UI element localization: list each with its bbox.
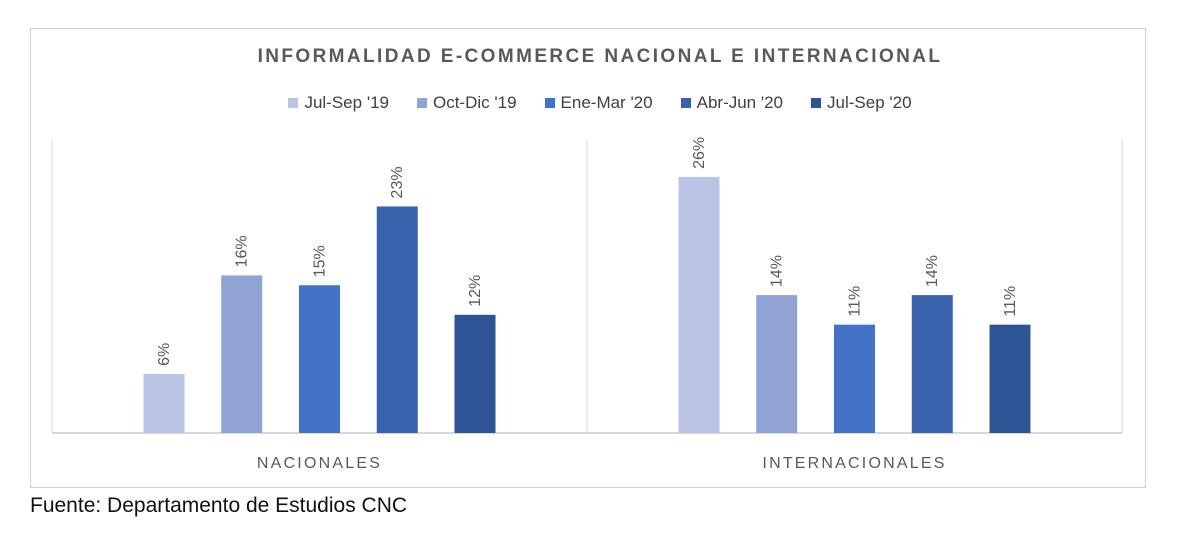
legend-swatch [811,98,822,108]
legend-label: Jul-Sep '19 [304,93,389,112]
data-label: 12% [467,275,484,307]
category-label: INTERNACIONALES [762,455,946,472]
data-label: 26% [691,137,708,169]
category-label: NACIONALES [257,455,382,472]
legend-item: Jul-Sep '19 [288,93,389,113]
legend-label: Oct-Dic '19 [432,93,517,112]
bar [911,295,953,433]
bar [454,314,496,433]
legend-label: Abr-Jun '20 [696,93,784,112]
bar [678,176,720,433]
chart-frame [30,28,1146,488]
legend-item: Ene-Mar '20 [544,93,653,113]
bar [143,373,185,433]
data-label: 6% [156,343,173,366]
legend-swatch [544,98,555,108]
data-label: 16% [234,235,251,267]
data-label: 11% [847,286,864,317]
legend-swatch [416,98,427,108]
data-label: 14% [924,255,941,287]
legend-item: Jul-Sep '20 [811,93,912,113]
legend-swatch [288,98,299,108]
chart-legend: Jul-Sep '19 Oct-Dic '19 Ene-Mar '20 Abr-Jun… [0,93,1200,113]
bar [989,324,1031,433]
legend-item: Oct-Dic '19 [416,93,517,113]
legend-item: Abr-Jun '20 [680,93,784,113]
bar [299,285,340,433]
chart-title: INFORMALIDAD E-COMMERCE NACIONAL E INTER… [257,46,943,67]
data-label: 14% [769,255,786,287]
source-note: Fuente: Departamento de Estudios CNC [30,494,408,517]
legend-swatch [680,98,691,108]
bar [376,206,418,433]
bar [756,295,798,433]
data-label: 15% [312,245,329,277]
legend-label: Ene-Mar '20 [560,93,653,112]
data-label: 23% [389,166,406,198]
bar [834,324,875,433]
legend-label: Jul-Sep '20 [827,93,912,112]
bar [221,275,263,433]
data-label: 11% [1002,286,1019,317]
